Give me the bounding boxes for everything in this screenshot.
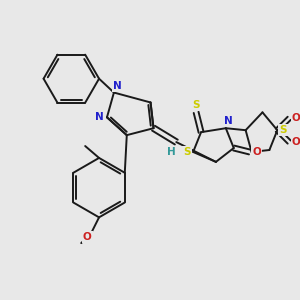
Text: S: S [192, 100, 200, 110]
Text: N: N [113, 81, 122, 91]
Text: S: S [184, 147, 191, 157]
Text: O: O [252, 147, 261, 157]
Text: S: S [280, 125, 287, 135]
Text: O: O [292, 113, 300, 123]
Text: O: O [83, 232, 92, 242]
Text: H: H [167, 147, 176, 157]
Text: O: O [292, 137, 300, 147]
Text: N: N [95, 112, 103, 122]
Text: N: N [224, 116, 233, 126]
